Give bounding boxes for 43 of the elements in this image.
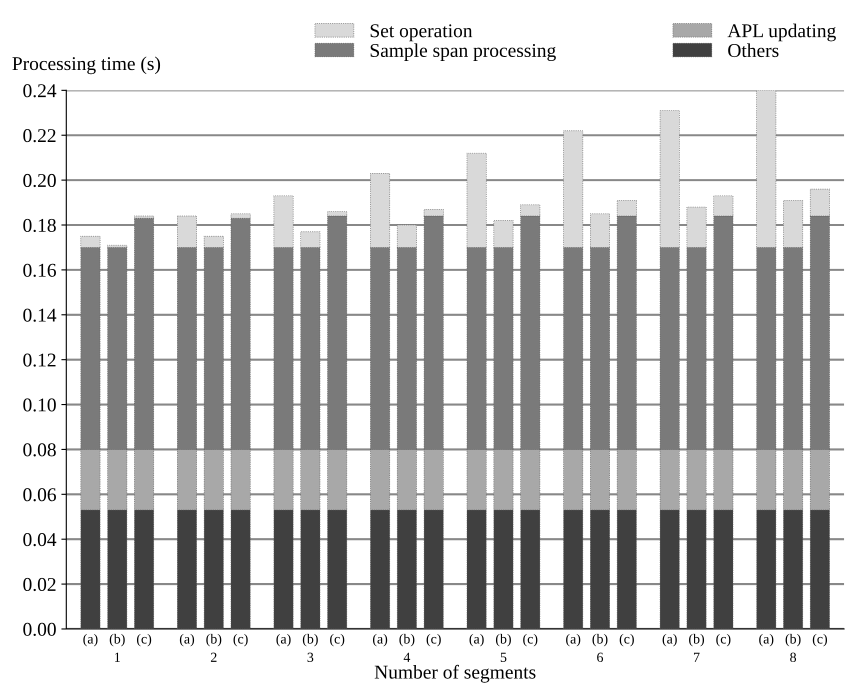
x-axis-title: Number of segments bbox=[374, 664, 536, 683]
x-tick-label: (b) 3 bbox=[302, 634, 318, 662]
x-tick-label: (c) bbox=[426, 634, 441, 646]
x-tick-label: (a) bbox=[470, 634, 484, 646]
x-tick-label: (a) bbox=[276, 634, 291, 646]
x-tick-label: (c) bbox=[812, 634, 828, 646]
x-tick-label: (a) bbox=[662, 634, 677, 646]
legend-label: Others bbox=[728, 43, 778, 58]
legend-label: APL updating bbox=[728, 24, 836, 42]
y-tick-label: 0.18 bbox=[23, 218, 56, 232]
x-tick-label: (b) 2 bbox=[206, 634, 222, 662]
x-tick-label: (c) bbox=[716, 634, 730, 646]
x-tick-label: (a) bbox=[180, 634, 194, 646]
x-tick-label: (c) bbox=[136, 634, 152, 646]
x-tick-label: (c) bbox=[620, 634, 634, 646]
x-tick-label: (b) 6 bbox=[592, 634, 608, 662]
x-tick-label: (b) 5 bbox=[496, 634, 511, 662]
y-tick-label: 0.16 bbox=[23, 264, 56, 277]
y-tick-label: 0.22 bbox=[23, 129, 56, 142]
x-tick-label: (b) 1 bbox=[110, 634, 125, 662]
x-tick-label: (a) bbox=[759, 634, 774, 646]
y-tick-label: 0.20 bbox=[23, 174, 56, 188]
y-axis-title: Processing time (s) bbox=[12, 56, 160, 74]
y-tick-label: 0.06 bbox=[23, 488, 56, 502]
y-tick-label: 0.10 bbox=[23, 398, 56, 412]
x-tick-label: (b) 4 bbox=[399, 634, 414, 662]
y-tick-label: 0.12 bbox=[23, 353, 56, 367]
y-tick-label: 0.02 bbox=[23, 578, 56, 592]
y-tick-label: 0.04 bbox=[23, 533, 56, 546]
x-tick-label: (a) bbox=[372, 634, 388, 646]
x-tick-label: (a) bbox=[566, 634, 580, 646]
legend-label: Set operation bbox=[370, 24, 472, 42]
x-tick-label: (a) bbox=[83, 634, 98, 646]
x-tick-label: (c) bbox=[234, 634, 248, 646]
y-tick-label: 0.14 bbox=[23, 308, 56, 322]
x-tick-label: (b) 8 bbox=[786, 634, 801, 662]
legend-label: Sample span processing bbox=[370, 43, 556, 62]
y-tick-label: 0.08 bbox=[23, 443, 56, 456]
y-tick-label: 0.00 bbox=[23, 622, 56, 636]
x-tick-label: (c) bbox=[330, 634, 344, 646]
x-tick-label: (c) bbox=[523, 634, 538, 646]
y-tick-label: 0.24 bbox=[23, 84, 56, 98]
x-tick-label: (b) 7 bbox=[689, 634, 704, 662]
